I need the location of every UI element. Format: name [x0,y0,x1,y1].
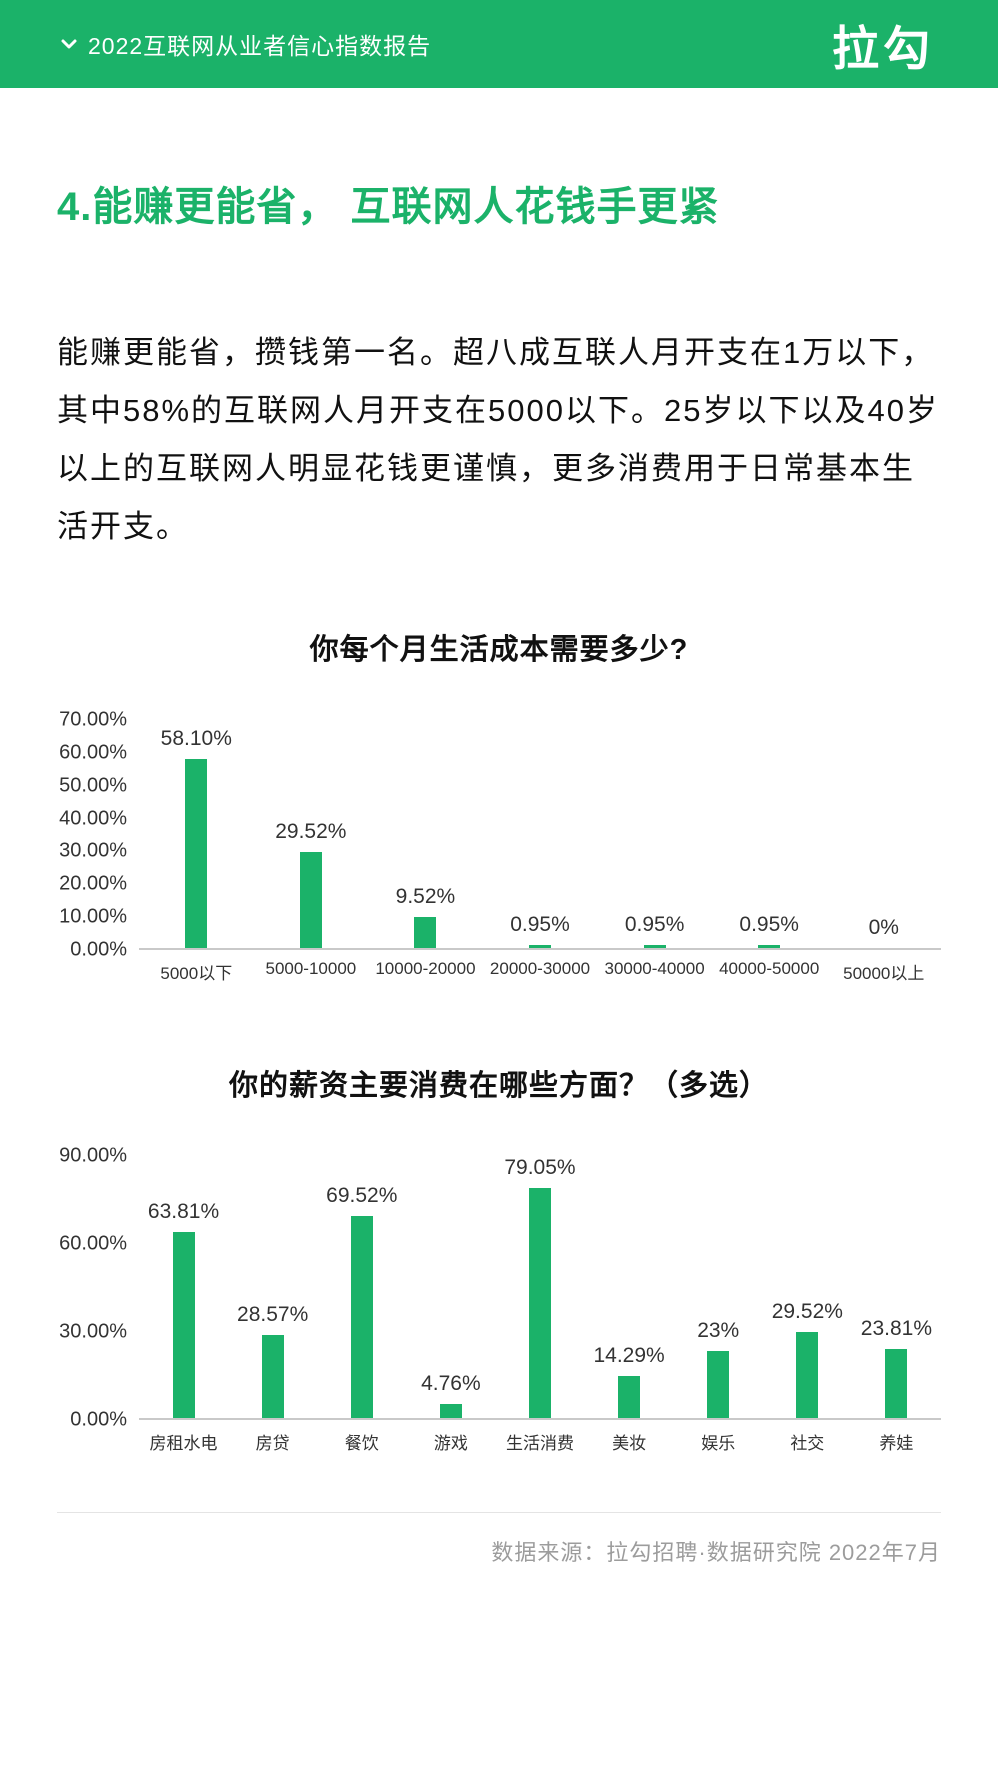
report-page: 2022互联网从业者信心指数报告 拉勾 4.能赚更能省， 互联网人花钱手更紧 能… [0,0,998,1727]
plot-area: 63.81% 房租水电 28.57% 房贷 69.52% 餐饮 4.76% 游戏 79.05% 生… [139,1155,941,1453]
bar-value-label: 4.76% [421,1372,481,1396]
bar-slot: 63.81% 房租水电 [139,1156,228,1453]
bar-value-label: 58.10% [160,726,232,750]
bar-value-label: 29.52% [275,819,347,843]
bar [414,917,437,948]
bar-slot: 4.76% 游戏 [406,1156,495,1453]
y-tick-label: 90.00% [59,1144,127,1167]
report-title: 2022互联网从业者信心指数报告 [88,33,432,59]
bar-value-label: 23.81% [860,1316,933,1340]
y-tick-label: 70.00% [59,708,127,731]
x-category-label: 餐饮 [344,1434,379,1453]
bar-value-label: 23% [697,1319,740,1343]
x-category-label: 养娃 [879,1434,914,1453]
y-tick-label: 0.00% [70,938,127,961]
chart-title: 你的薪资主要消费在哪些方面？（多选） [228,1070,769,1102]
x-category-label: 房贷 [255,1434,290,1453]
y-tick-label: 30.00% [59,839,127,862]
y-tick-label: 20.00% [59,872,127,895]
bar-value-label: 69.52% [326,1183,398,1207]
x-category-label: 房租水电 [149,1434,218,1453]
x-category-label: 30000-40000 [604,959,705,978]
bar-value-label: 0.95% [510,912,570,936]
bar-slot: 29.52% 社交 [763,1156,852,1453]
bar [528,1187,551,1418]
bar-value-label: 63.81% [147,1200,220,1224]
bar-slot: 69.52% 餐饮 [317,1156,406,1453]
section-heading: 4.能赚更能省， 互联网人花钱手更紧 [57,185,720,229]
bar-slot: 29.52% 5000-10000 [254,720,369,978]
chart-plot: 0.00% 10.00% 20.00% 30.00% 40.00% 50.00% 60.00… [57,709,941,983]
x-category-label: 50000以上 [843,964,925,983]
x-category-label: 游戏 [433,1434,468,1453]
x-category-label: 10000-20000 [375,959,476,978]
bar-slot: 58.10% 5000以下 [139,720,254,983]
bar [758,944,781,948]
y-tick-label: 40.00% [59,807,127,830]
bar [299,851,322,948]
x-category-label: 娱乐 [701,1434,736,1453]
bar [707,1351,730,1418]
chart-salary-spending: 你的薪资主要消费在哪些方面？（多选） 0.00% 30.00% 60.00% 90.0… [57,1062,941,1453]
bar-slot: 23% 娱乐 [674,1156,763,1453]
chart-title: 你每个月生活成本需要多少? [309,634,689,666]
bar-value-label: 0% [868,916,899,939]
x-category-label: 20000-30000 [489,959,591,978]
bar-value-label: 0.95% [624,912,685,936]
y-tick-label: 60.00% [59,1232,127,1255]
bar [885,1348,908,1418]
chevron-down-icon [58,33,80,55]
report-footer: 数据来源：拉勾招聘·数据研究院 2022年7月 [0,1512,998,1727]
header-title-group: 2022互联网从业者信心指数报告 [58,27,431,61]
bar-slot: 0.95% 20000-30000 [483,720,598,978]
bar [172,1232,195,1418]
bar-slot: 28.57% 房贷 [228,1156,317,1453]
chart-monthly-living-cost: 你每个月生活成本需要多少? 0.00% 10.00% 20.00% 30.00% 40.… [57,626,941,983]
chart-plot: 0.00% 30.00% 60.00% 90.00% 63.81% 房租水电 28.57%… [57,1145,941,1453]
x-category-label: 40000-50000 [719,959,820,978]
lagou-logo: 拉勾 [832,21,934,75]
y-tick-label: 10.00% [59,905,127,928]
plot-area: 58.10% 5000以下 29.52% 5000-10000 9.52% 10000-2… [139,720,941,983]
x-category-label: 5000以下 [160,964,233,983]
x-category-label: 美妆 [612,1434,647,1453]
bar-value-label: 14.29% [593,1344,665,1368]
bar-slot: 0% 50000以上 [826,720,941,983]
x-category-label: 生活消费 [505,1434,574,1453]
bar-slot: 0.95% 30000-40000 [597,720,712,978]
y-tick-label: 50.00% [59,774,127,797]
bar-slot: 23.81% 养娃 [852,1156,941,1453]
y-tick-label: 60.00% [59,741,127,764]
bar [618,1376,641,1418]
bar-value-label: 0.95% [739,912,799,936]
bar [439,1404,462,1418]
bar-slot: 9.52% 10000-20000 [368,720,483,978]
bar-value-label: 79.05% [504,1155,576,1179]
y-axis: 0.00% 30.00% 60.00% 90.00% [57,1145,139,1431]
x-category-label: 5000-10000 [265,959,357,978]
x-category-label: 社交 [790,1434,825,1453]
bar [529,944,552,948]
section-paragraph: 能赚更能省，攒钱第一名。超八成互联人月开支在1万以下，其中58%的互联网人月开支… [57,335,939,544]
y-axis: 0.00% 10.00% 20.00% 30.00% 40.00% 50.00% 60.00… [57,709,139,961]
bar-slot: 79.05% 生活消费 [495,1155,584,1453]
top-header: 2022互联网从业者信心指数报告 拉勾 [0,0,998,88]
data-source-text: 数据来源：拉勾招聘·数据研究院 2022年7月 [491,1540,941,1565]
report-body: 4.能赚更能省， 互联网人花钱手更紧 能赚更能省，攒钱第一名。超八成互联人月开支… [0,174,998,1453]
bar [643,944,666,948]
bar-value-label: 9.52% [395,885,456,908]
bar-value-label: 29.52% [771,1300,843,1324]
bar [185,758,208,948]
bar-value-label: 28.57% [237,1302,309,1326]
y-tick-label: 30.00% [59,1320,127,1343]
footer-divider [57,1512,941,1513]
bar [350,1215,373,1418]
y-tick-label: 0.00% [70,1408,127,1431]
bar [796,1332,819,1418]
bar-slot: 0.95% 40000-50000 [712,720,827,978]
bar [261,1334,284,1418]
bar-slot: 14.29% 美妆 [585,1156,674,1453]
